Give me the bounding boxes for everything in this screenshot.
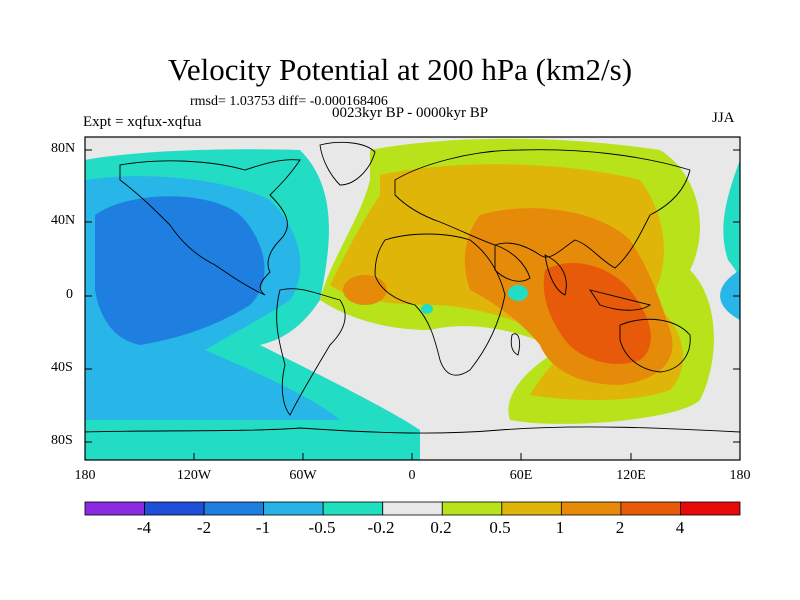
contour-plus4 — [543, 262, 651, 364]
x-tick-marks — [84, 453, 741, 460]
x-tick-label: 180 — [729, 468, 751, 483]
colorbar-label: -0.2 — [367, 518, 395, 537]
x-tick-label: 120W — [176, 468, 212, 483]
y-tick-label: 80S — [51, 433, 73, 448]
y-tick-label: 40S — [51, 360, 73, 375]
colorbar-label: 4 — [675, 518, 685, 537]
colorbar-swatch — [560, 501, 622, 516]
colorbar-swatch — [203, 501, 265, 516]
y-tick-label: 40N — [51, 213, 76, 228]
colorbar-swatch — [680, 501, 741, 516]
colorbar-label: -4 — [136, 518, 152, 537]
colorbar-swatch — [620, 501, 681, 516]
plot-subtitle: 0023kyr BP - 0000kyr BP — [331, 105, 489, 121]
season-label: JJA — [712, 110, 735, 126]
colorbar-label: 0.2 — [430, 518, 452, 537]
coast-greenland — [319, 141, 376, 186]
coast-south-america — [276, 288, 346, 416]
colorbar — [84, 501, 741, 516]
coast-australia — [619, 318, 691, 373]
coast-maritime — [588, 289, 652, 311]
contour-minus2 — [95, 196, 265, 345]
colorbar-swatch — [501, 501, 562, 516]
x-tick-label: 120E — [616, 468, 646, 483]
east-edge-minus1 — [720, 270, 740, 320]
colorbar-label: -0.5 — [308, 518, 336, 537]
x-tick-label: 180 — [74, 468, 96, 483]
x-tick-label: 60E — [509, 468, 533, 483]
coast-antarctica — [85, 426, 740, 434]
y-tick-marks — [85, 149, 740, 443]
colorbar-swatch — [263, 501, 324, 516]
colorbar-label: -1 — [255, 518, 271, 537]
colorbar-swatch — [84, 501, 145, 516]
colorbar-label: -2 — [196, 518, 212, 537]
y-tick-label: 80N — [51, 141, 76, 156]
stats-label: rmsd= 1.03753 diff= -0.000168406 — [190, 94, 388, 109]
coast-madagascar — [510, 333, 521, 356]
coastlines — [85, 141, 740, 434]
plot-title: Velocity Potential at 200 hPa (km2/s) — [167, 52, 633, 87]
y-tick-label: 0 — [66, 287, 73, 302]
x-tick-label: 60W — [289, 468, 317, 483]
colorbar-swatch — [441, 501, 503, 516]
east-edge-minus05 — [723, 160, 740, 280]
colorbar-label: 1 — [555, 518, 565, 537]
contour-field — [85, 137, 740, 460]
coast-india — [544, 254, 567, 296]
gulf-blob — [421, 304, 433, 314]
colorbar-swatch — [382, 501, 443, 516]
colorbar-swatch — [322, 501, 384, 516]
experiment-label: Expt = xqfux-xqfua — [83, 114, 202, 130]
x-tick-label: 0 — [408, 468, 416, 483]
west-africa-blob — [343, 275, 387, 305]
colorbar-label: 0.5 — [489, 518, 511, 537]
coast-africa — [374, 233, 506, 376]
colorbar-swatch — [144, 501, 205, 516]
east-africa-blob — [508, 285, 528, 301]
coast-arabia — [494, 244, 531, 282]
coast-eurasia — [394, 149, 691, 269]
coast-north-america — [119, 159, 301, 296]
colorbar-label: 2 — [615, 518, 625, 537]
